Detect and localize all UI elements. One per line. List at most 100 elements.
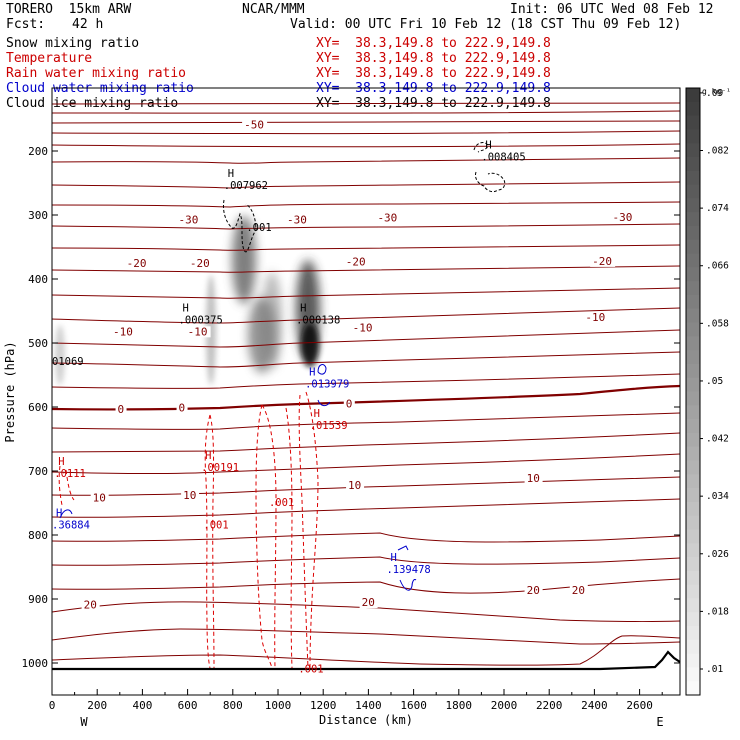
model-title: TORERO 15km ARW bbox=[6, 2, 132, 17]
field-cloudwater-name: Cloud water mixing ratio bbox=[6, 81, 194, 96]
colorbar: .01 .018 .026 .034 .042 .05 .058 .066 .074 .082 .0… bbox=[685, 87, 729, 696]
colorbar-segment bbox=[686, 170, 700, 186]
x-tick-label: 2200 bbox=[536, 699, 563, 712]
extremum-value: .001 bbox=[203, 519, 228, 531]
colorbar-segment bbox=[686, 626, 700, 641]
extremum-value: .139478 bbox=[386, 564, 430, 576]
temp-label-bg bbox=[81, 599, 100, 611]
field-temp-xy: XY= 38.3,149.8 to 222.9,149.8 bbox=[316, 51, 551, 66]
temp-label: -30 bbox=[287, 213, 307, 226]
extremum-marker: H bbox=[58, 456, 64, 468]
colorbar-segment bbox=[686, 88, 700, 103]
extremum-marker: H bbox=[205, 450, 211, 462]
snow-shading bbox=[55, 216, 320, 385]
east-label: E bbox=[656, 715, 663, 729]
colorbar-segment bbox=[686, 225, 700, 241]
colorbar-segment bbox=[686, 101, 700, 117]
temp-label: 0 bbox=[179, 401, 186, 414]
rain-contour bbox=[285, 407, 293, 669]
colorbar-segment bbox=[686, 474, 700, 489]
colorbar-label: .018 bbox=[706, 606, 729, 617]
y-tick-label: 700 bbox=[28, 465, 48, 478]
colorbar-segment bbox=[686, 612, 700, 627]
colorbar-segment bbox=[686, 529, 700, 544]
shade-blob bbox=[232, 216, 256, 304]
temperature-contours bbox=[52, 102, 680, 666]
temp-label: -50 bbox=[244, 119, 264, 132]
temp-label-bg bbox=[524, 472, 543, 484]
temp-label: 20 bbox=[572, 584, 585, 597]
west-label: W bbox=[80, 715, 88, 729]
extremum-value: .013979 bbox=[305, 379, 349, 391]
temp-label-bg bbox=[524, 584, 543, 596]
colorbar-segment bbox=[686, 446, 700, 461]
cloudwater-contour bbox=[397, 545, 409, 551]
colorbar-segment bbox=[686, 239, 700, 255]
temp-label-bg bbox=[176, 214, 202, 226]
y-tick-label: 300 bbox=[28, 209, 48, 222]
temp-label-bg bbox=[343, 398, 355, 410]
isotherm bbox=[52, 635, 680, 666]
temp-label-bg bbox=[111, 326, 137, 338]
colorbar-segment bbox=[686, 336, 700, 351]
isotherm bbox=[52, 329, 680, 348]
colorbar-label: .05 bbox=[706, 376, 723, 387]
isotherm bbox=[52, 130, 680, 135]
y-tick-label: 800 bbox=[28, 529, 48, 542]
colorbar-label: .042 bbox=[706, 434, 729, 445]
rain-water-contours bbox=[58, 391, 319, 669]
rain-contour bbox=[209, 414, 215, 669]
colorbar-segment bbox=[686, 515, 700, 530]
extremum-value: .01539 bbox=[310, 420, 348, 432]
temp-label-bg bbox=[590, 255, 616, 267]
cloud-water-contours bbox=[59, 364, 417, 591]
rain-contour bbox=[305, 391, 319, 669]
temp-label: 0 bbox=[346, 398, 353, 411]
x-tick-label: 1200 bbox=[310, 699, 337, 712]
y-tick-label: 600 bbox=[28, 401, 48, 414]
isotherm bbox=[52, 453, 680, 474]
rain-contour bbox=[58, 465, 63, 506]
temp-label: -20 bbox=[592, 255, 612, 268]
temp-label: -10 bbox=[353, 321, 373, 334]
colorbar-label: .09 bbox=[706, 88, 723, 99]
colorbar-segment bbox=[686, 363, 700, 379]
isotherm bbox=[52, 287, 680, 299]
shade-blob bbox=[55, 325, 65, 385]
isotherm bbox=[52, 532, 680, 543]
colorbar-segment bbox=[686, 143, 700, 158]
extremum-marker: H bbox=[300, 303, 306, 315]
isotherm bbox=[52, 351, 680, 368]
colorbar-segment bbox=[686, 377, 700, 392]
x-tick-label: 400 bbox=[132, 699, 152, 712]
temp-label: 20 bbox=[362, 596, 375, 609]
colorbar-segment bbox=[686, 308, 700, 324]
shade-blob bbox=[262, 272, 282, 368]
colorbar-segment bbox=[686, 184, 700, 199]
isotherm bbox=[52, 244, 680, 251]
colorbar-segment bbox=[686, 543, 700, 558]
cloudwater-contour bbox=[317, 399, 331, 407]
colorbar-frame bbox=[685, 87, 701, 696]
extremum-value: .0111 bbox=[54, 468, 86, 480]
shade-blob bbox=[206, 275, 216, 385]
extremum-value: .001 bbox=[246, 222, 271, 234]
colorbar-label: .026 bbox=[706, 549, 729, 560]
temp-label-bg bbox=[343, 256, 369, 268]
isotherm bbox=[52, 373, 680, 389]
colorbar-segment bbox=[686, 294, 700, 310]
x-tick-label: 800 bbox=[223, 699, 243, 712]
colorbar-label: .01 bbox=[706, 664, 723, 675]
init-time: Init: 06 UTC Wed 08 Feb 12 bbox=[510, 2, 714, 17]
isotherm bbox=[52, 432, 680, 453]
extremum-marker: H bbox=[314, 408, 320, 420]
extremum-marker: H bbox=[485, 139, 491, 151]
extremum-marker: H bbox=[183, 303, 189, 315]
field-snow-name: Snow mixing ratio bbox=[6, 36, 140, 51]
temp-label-bg bbox=[124, 257, 150, 269]
ice-contour bbox=[223, 199, 257, 253]
isotherm bbox=[52, 201, 680, 208]
colorbar-segment bbox=[686, 198, 700, 213]
isotherm bbox=[52, 102, 680, 105]
extremum-marker: H bbox=[390, 552, 396, 564]
